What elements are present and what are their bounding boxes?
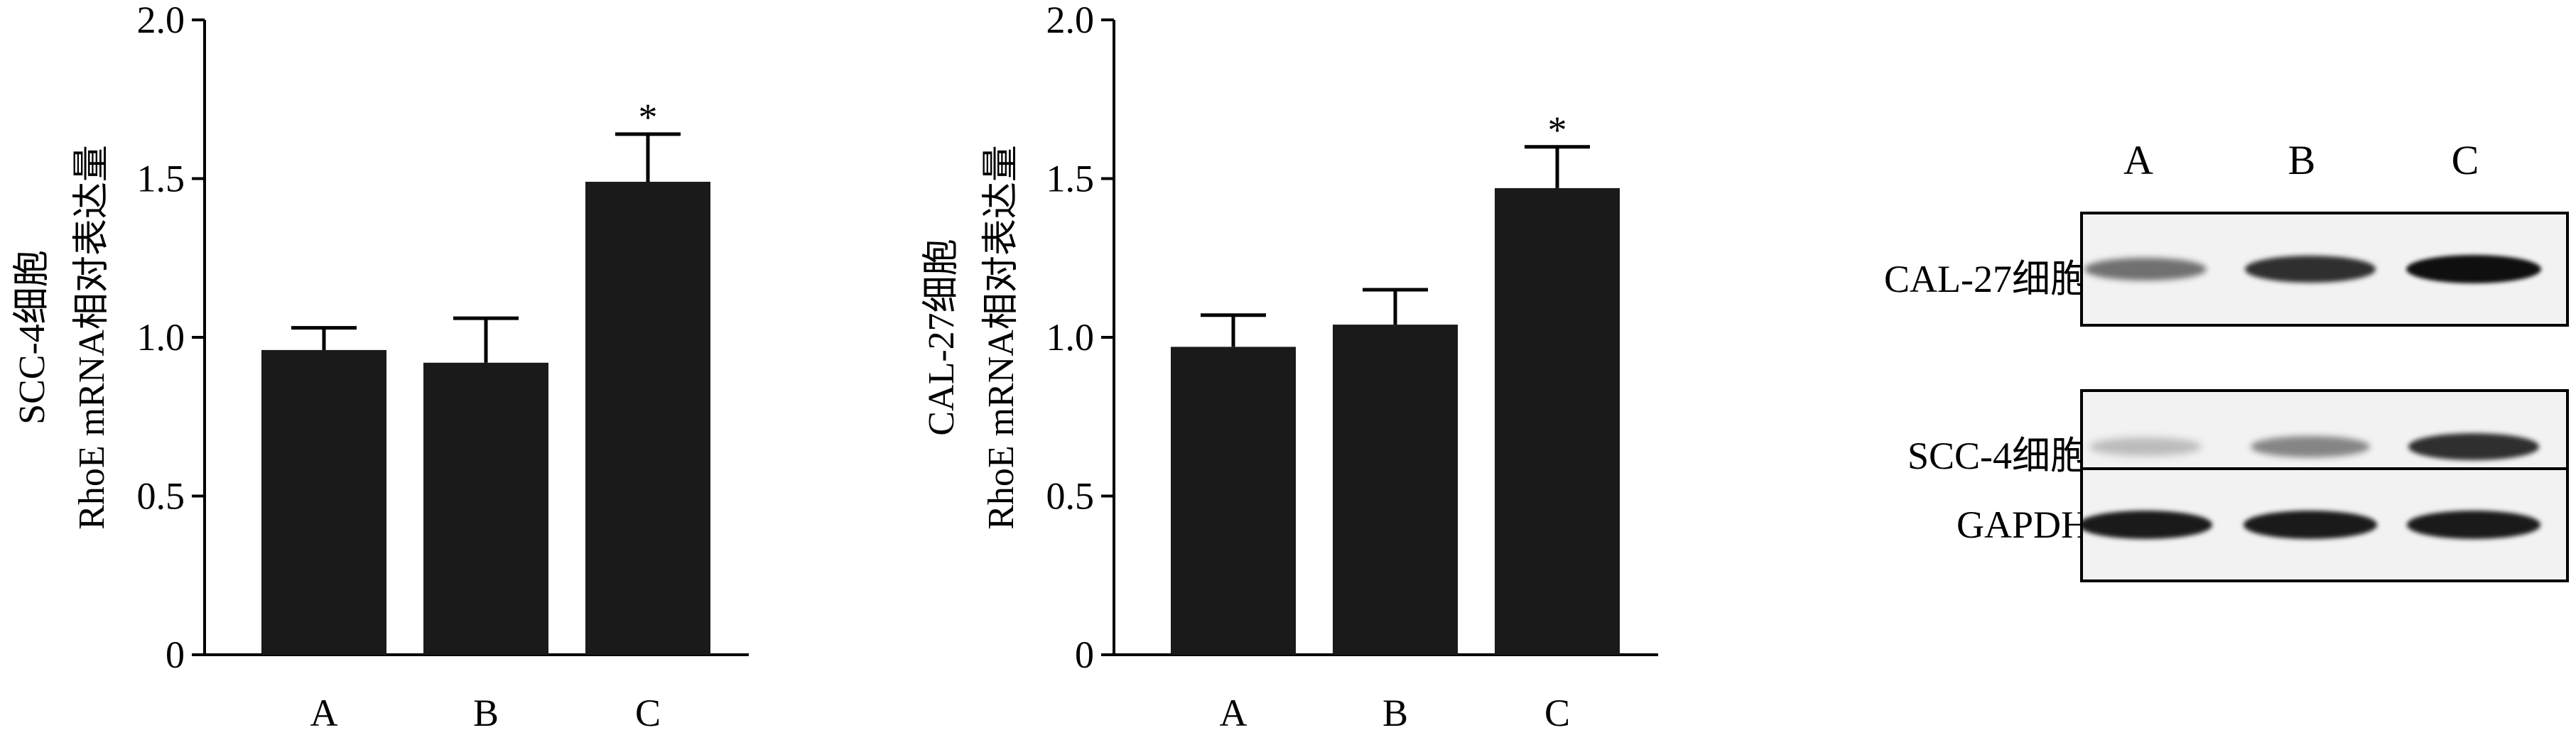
chart1-bar-b xyxy=(423,362,548,655)
blot-band-b xyxy=(2244,511,2377,539)
bar-chart-cal27: 0 0.5 1.0 1.5 2.0 CAL-27细胞 RhoE mRNA相对表达量 A B * C xyxy=(921,0,1658,734)
chart2-ytick-label: 1.0 xyxy=(1046,316,1095,359)
bar-chart-scc4: 0 0.5 1.0 1.5 2.0 SCC-4细胞 RhoE mRNA相对表达量 A B * C xyxy=(12,0,749,734)
chart2-ytick-label: 2.0 xyxy=(1046,0,1095,41)
chart2-bar-a xyxy=(1171,347,1296,655)
blot-strip-cal27 xyxy=(2080,212,2569,327)
chart2-ytick-label: 1.5 xyxy=(1046,158,1095,200)
blot-band-b xyxy=(2251,435,2370,458)
chart1-ytick-label: 0 xyxy=(166,633,185,676)
chart2-ytick-label: 0 xyxy=(1075,633,1094,676)
row-label-scc4: SCC-4细胞 xyxy=(1907,435,2089,477)
blot-band-a xyxy=(2083,511,2212,539)
chart1-xtick-label-c: C xyxy=(635,692,661,734)
blot-band-c xyxy=(2406,255,2541,283)
lane-label-a: A xyxy=(2123,137,2153,183)
chart1-ytick-label: 0.5 xyxy=(137,475,185,518)
row-label-gapdh: GAPDH xyxy=(1956,503,2089,546)
chart2-ylabel-line2: RhoE mRNA相对表达量 xyxy=(981,145,1022,530)
chart2-bar-c xyxy=(1495,187,1620,655)
blot-band-c xyxy=(2407,511,2540,539)
chart1-ytick-label: 1.0 xyxy=(137,316,185,359)
blot-strip-gapdh xyxy=(2080,467,2569,582)
chart1-xtick-label-a: A xyxy=(310,692,338,734)
chart1-significance-c: * xyxy=(639,96,658,138)
chart2-bar-b xyxy=(1333,325,1458,655)
chart2-xtick-label-a: A xyxy=(1220,692,1248,734)
chart1-xtick-label-b: B xyxy=(473,692,499,734)
chart1-ylabel-line2: RhoE mRNA相对表达量 xyxy=(72,145,112,530)
chart1-ytick-label: 2.0 xyxy=(137,0,185,41)
chart2-ytick-label: 0.5 xyxy=(1046,475,1095,518)
blot-band-b xyxy=(2245,256,2376,283)
blot-band-a xyxy=(2089,437,2202,456)
chart1-ytick-label: 1.5 xyxy=(137,158,185,200)
lane-label-c: C xyxy=(2451,137,2479,183)
chart1-bar-c xyxy=(585,181,710,655)
chart1-bar-a xyxy=(261,349,386,655)
chart2-xtick-label-c: C xyxy=(1544,692,1570,734)
chart2-xtick-label-b: B xyxy=(1382,692,1408,734)
chart1-ylabel-line1: SCC-4细胞 xyxy=(12,250,53,425)
blot-band-a xyxy=(2084,258,2207,281)
western-blot-panel: A B C CAL-27细胞 SCC-4细胞 GAPDH xyxy=(1804,0,2576,735)
chart1-ylabel: SCC-4细胞 RhoE mRNA相对表达量 xyxy=(12,145,112,530)
chart2-ylabel: CAL-27细胞 RhoE mRNA相对表达量 xyxy=(921,145,1022,530)
row-label-cal27: CAL-27细胞 xyxy=(1884,258,2089,300)
chart2-ylabel-line1: CAL-27细胞 xyxy=(921,239,962,435)
lane-label-b: B xyxy=(2288,137,2316,183)
chart2-significance-c: * xyxy=(1548,109,1567,151)
blot-band-c xyxy=(2408,433,2539,460)
